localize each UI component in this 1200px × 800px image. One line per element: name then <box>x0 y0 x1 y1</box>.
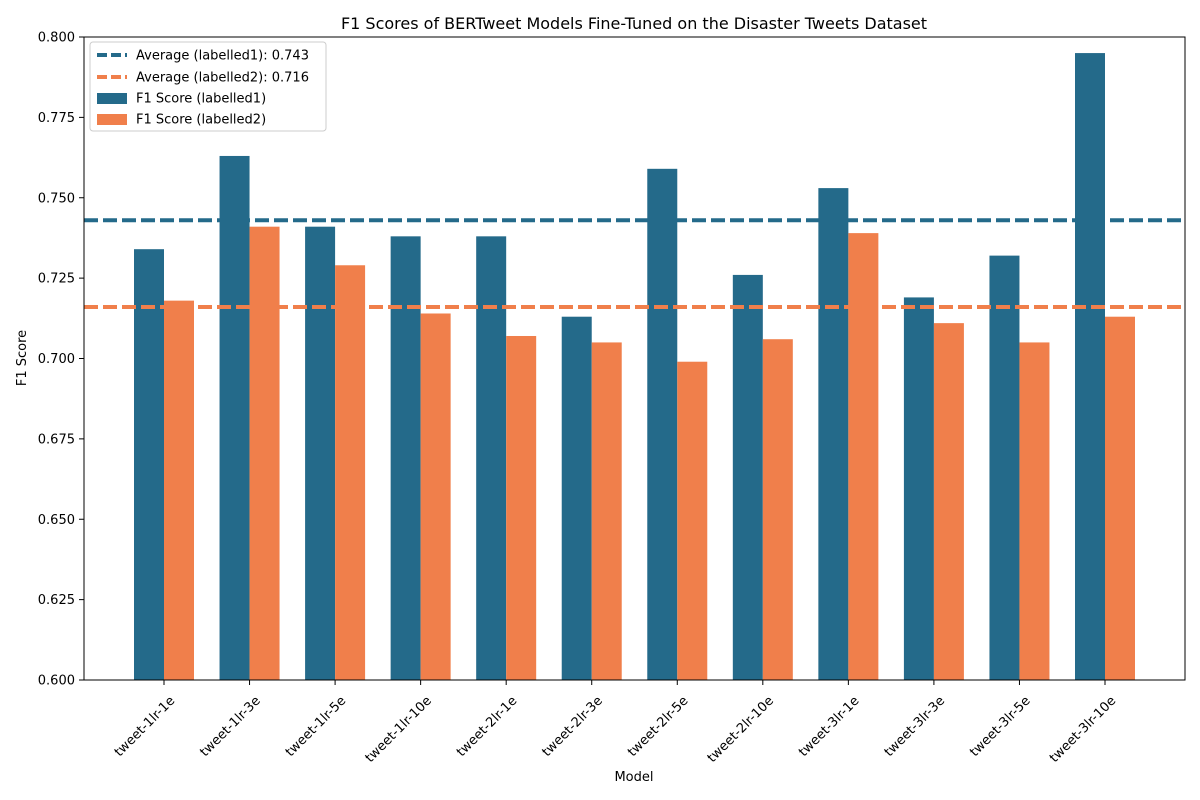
legend-swatch-series-1 <box>97 93 127 104</box>
x-tick-label-11: tweet-3lr-5e <box>967 694 1033 760</box>
legend-label-average-2: Average (labelled2): 0.716 <box>136 71 309 86</box>
legend-label-series-2: F1 Score (labelled2) <box>136 113 266 128</box>
y-tick-label-4: 0.675 <box>38 432 75 447</box>
x-axis: tweet-1lr-1e tweet-1lr-3e tweet-1lr-5e twee… <box>112 680 1119 766</box>
legend: Average (labelled1): 0.743 Average (label… <box>89 41 327 132</box>
x-tick-label-3: tweet-1lr-5e <box>283 694 349 760</box>
legend-swatch-series-2 <box>97 114 127 125</box>
y-tick-label-1: 0.600 <box>38 674 75 689</box>
bar-series-2-8 <box>762 339 793 680</box>
y-tick-label-8: 0.775 <box>38 111 75 126</box>
y-axis: 0.600 0.625 0.650 0.675 0.700 0.725 0.750 0.775… <box>38 31 84 689</box>
bar-series-2-5 <box>506 335 537 680</box>
bar-series-2-12 <box>1105 316 1135 680</box>
y-tick-label-6: 0.725 <box>38 272 75 287</box>
x-tick-label-8: tweet-2lr-10e <box>705 694 777 766</box>
x-tick-label-4: tweet-1lr-10e <box>363 694 435 766</box>
bar-series-1-4 <box>390 236 421 680</box>
x-tick-label-1: tweet-1lr-1e <box>112 694 178 760</box>
bar-series-2-2 <box>249 226 280 680</box>
bar-series-2-4 <box>420 313 451 680</box>
bar-series-2-9 <box>848 233 879 681</box>
bar-series-1-7 <box>647 168 678 680</box>
legend-box <box>89 41 327 132</box>
bar-series-1-9 <box>818 188 849 681</box>
x-tick-label-10: tweet-3lr-3e <box>882 694 948 760</box>
y-tick-label-7: 0.750 <box>38 191 75 206</box>
bar-series-1-12 <box>1075 53 1105 680</box>
bar-series-2-7 <box>677 361 708 680</box>
reference-lines-group <box>84 218 1185 310</box>
bar-series-1-10 <box>903 297 934 680</box>
bar-series-1-3 <box>305 226 336 680</box>
y-tick-label-3: 0.650 <box>38 513 75 528</box>
x-tick-label-6: tweet-2lr-3e <box>540 694 606 760</box>
bar-series-1-11 <box>989 255 1020 680</box>
y-tick-label-2: 0.625 <box>38 593 75 608</box>
chart-title: F1 Scores of BERTweet Models Fine-Tuned … <box>341 14 927 33</box>
bars-group <box>134 53 1135 681</box>
bar-series-2-6 <box>591 342 622 680</box>
bar-series-2-3 <box>335 265 366 680</box>
bar-series-2-11 <box>1019 342 1050 680</box>
legend-label-series-1: F1 Score (labelled1) <box>136 92 266 107</box>
legend-label-average-1: Average (labelled1): 0.743 <box>136 49 309 64</box>
y-tick-label-5: 0.700 <box>38 352 75 367</box>
x-axis-label: Model <box>614 770 653 785</box>
y-tick-label-9: 0.800 <box>38 31 75 46</box>
bar-series-1-6 <box>561 316 592 680</box>
bar-series-1-2 <box>219 155 250 680</box>
x-tick-label-2: tweet-1lr-3e <box>197 694 263 760</box>
bar-series-1-1 <box>134 249 164 680</box>
x-tick-label-5: tweet-2lr-1e <box>454 694 520 760</box>
bar-series-1-5 <box>476 236 507 680</box>
bar-series-1-8 <box>732 274 763 680</box>
bar-series-2-10 <box>933 323 964 680</box>
y-axis-label: F1 Score <box>15 330 30 386</box>
x-tick-label-9: tweet-3lr-1e <box>796 694 862 760</box>
bar-series-2-1 <box>164 300 194 680</box>
x-tick-label-12: tweet-3lr-10e <box>1047 694 1119 766</box>
x-tick-label-7: tweet-2lr-5e <box>625 694 691 760</box>
